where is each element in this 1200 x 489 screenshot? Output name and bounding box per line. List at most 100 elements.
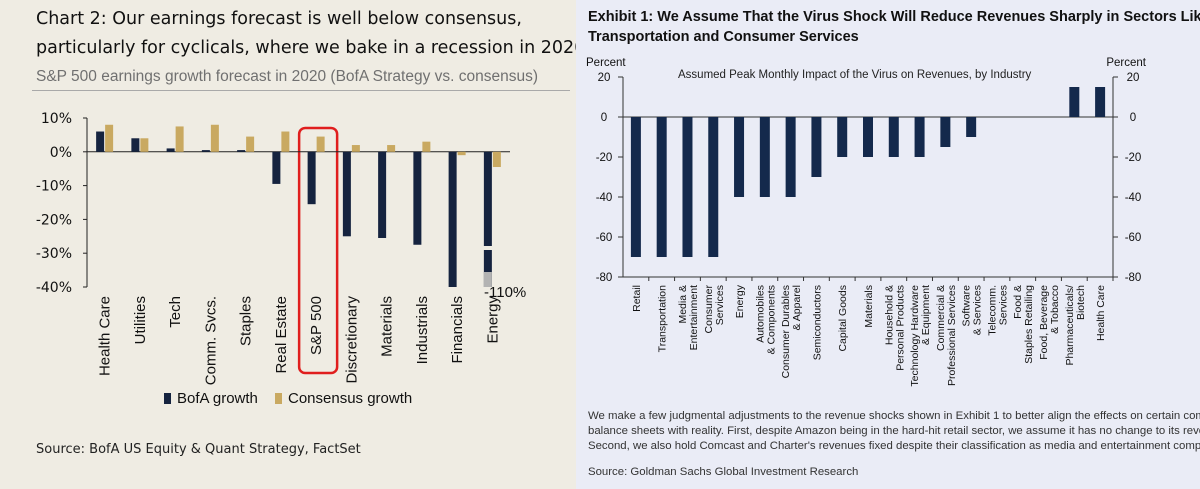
y-tick-label-left: 0 (601, 112, 607, 124)
category-label-9-line-0: Materials (863, 285, 875, 328)
bar-bofa-4 (237, 150, 246, 152)
bar-bofa-2 (166, 148, 175, 152)
right-chart-title-line2: Transportation and Consumer Services (588, 29, 859, 45)
bar-consensus-5 (281, 131, 290, 152)
category-label-8: Materials (379, 296, 396, 357)
bar-bofa-0 (96, 131, 105, 152)
category-label-1-line-0: Transportation (657, 285, 669, 352)
percent-label-left: Percent (586, 57, 626, 69)
bar-consensus-0 (105, 124, 114, 152)
axis-break-mark (482, 246, 493, 250)
category-label-14-line-1: Services (997, 285, 1009, 325)
bar-industry-4 (734, 117, 745, 197)
y-tick-label: -20% (36, 212, 72, 228)
bar-consensus-3 (210, 124, 219, 152)
bar-consensus-4 (246, 136, 255, 152)
legend-swatch-consensus (275, 393, 282, 404)
right-bar-chart: Percent Percent Assumed Peak Monthly Impac… (586, 57, 1147, 387)
category-label-2: Tech (167, 296, 184, 328)
category-label-11-line-1: & Equipment (920, 285, 932, 345)
category-label-15-line-0: Food & (1012, 285, 1024, 319)
bar-bofa-11 (483, 151, 492, 287)
right-note-line-2: balance sheets with reality. First, desp… (588, 425, 1200, 437)
category-label-16-line-0: Food, Beverage (1038, 285, 1050, 360)
bar-bofa-8 (378, 151, 387, 238)
left-chart-subtitle: S&P 500 earnings growth forecast in 2020… (36, 68, 539, 85)
bar-bofa-3 (201, 150, 210, 152)
category-label-0-line-0: Retail (631, 285, 643, 312)
left-source-note: Source: BofA US Equity & Quant Strategy,… (36, 442, 361, 457)
category-label-15-line-1: Staples Retailing (1023, 285, 1035, 364)
bar-bofa-clipped-tail (483, 272, 492, 287)
y-tick-label: 0% (50, 145, 72, 161)
left-chart-title-line2: particularly for cyclicals, where we bak… (36, 38, 576, 58)
bar-industry-2 (682, 117, 693, 257)
category-label-13-line-1: & Services (972, 285, 984, 335)
category-label-6-line-1: & Apparel (791, 285, 803, 331)
y-tick-label-left: -20 (596, 152, 613, 164)
inner-chart-title: Assumed Peak Monthly Impact of the Virus… (678, 69, 1032, 81)
y-tick-label: -40% (36, 280, 72, 296)
bar-consensus-11 (492, 151, 501, 168)
category-label-11: Energy (484, 296, 501, 344)
category-label-2-line-0: Media & (677, 285, 689, 324)
category-label-2-line-1: Entertainment (688, 285, 700, 350)
title-divider (32, 90, 570, 91)
legend-label-consensus: Consensus growth (288, 390, 413, 407)
category-label-10-line-1: Personal Products (894, 285, 906, 371)
category-label-7-line-0: Semiconductors (811, 285, 823, 360)
bar-industry-12 (940, 117, 951, 147)
category-label-10-line-0: Household & (883, 285, 895, 345)
y-tick-label-right: -40 (1125, 192, 1142, 204)
category-label-16-line-1: & Tobacco (1049, 285, 1061, 334)
bar-industry-7 (811, 117, 822, 177)
goldman-chart-panel: Exhibit 1: We Assume That the Virus Shoc… (576, 0, 1200, 489)
right-note-line-1: We make a few judgmental adjustments to … (588, 410, 1200, 422)
category-label-5-line-0: Automobiles (754, 285, 766, 343)
bar-industry-5 (759, 117, 770, 197)
y-tick-label-right: 0 (1130, 112, 1136, 124)
bar-industry-6 (785, 117, 796, 197)
y-tick-label: -10% (36, 179, 72, 195)
bar-consensus-6 (316, 136, 325, 152)
category-label-6-line-0: Consumer Durables (780, 285, 792, 378)
legend-item-bofa: BofA growth (164, 390, 258, 407)
category-label-3-line-1: Services (714, 285, 726, 325)
right-chart-title-line1: Exhibit 1: We Assume That the Virus Shoc… (588, 9, 1200, 25)
bar-industry-1 (656, 117, 667, 257)
left-bar-chart: 10% 0% -10% -20% -30% -40% Health Care Utilitie… (36, 111, 526, 385)
highlight-box-sp500 (297, 126, 339, 375)
bar-industry-0 (630, 117, 641, 257)
category-label-0: Health Care (97, 296, 114, 376)
bar-industry-9 (863, 117, 873, 157)
category-label-5-line-1: & Components (765, 285, 777, 354)
category-label-11-line-0: Technology Hardware (909, 285, 921, 387)
category-label-18-line-0: Health Care (1095, 285, 1107, 341)
category-label-10: Financials (449, 296, 466, 364)
category-label-3: Comm. Svcs. (202, 296, 219, 385)
legend-label-bofa: BofA growth (177, 390, 258, 407)
bar-industry-10 (888, 117, 899, 157)
bar-industry-3 (708, 117, 719, 257)
y-tick-label-right: 20 (1127, 72, 1140, 84)
energy-annotation: -110% (484, 284, 526, 301)
bar-industry-8 (837, 117, 848, 157)
y-tick-label-right: -60 (1125, 232, 1142, 244)
bar-industry-17 (1069, 87, 1080, 117)
bar-bofa-5 (272, 151, 281, 184)
category-label-12-line-1: Professional Services (946, 285, 958, 386)
category-label-6: S&P 500 (308, 296, 325, 355)
category-label-8-line-0: Capital Goods (837, 285, 849, 352)
bar-bofa-9 (413, 151, 422, 245)
bar-consensus-1 (140, 138, 149, 152)
y-tick-label: 10% (41, 111, 72, 127)
bar-bofa-10 (448, 151, 457, 287)
category-label-1: Utilities (132, 296, 149, 344)
y-tick-label: -30% (36, 246, 72, 262)
y-tick-label-left: 20 (598, 72, 611, 84)
category-label-5: Real Estate (273, 296, 290, 374)
category-label-4-line-0: Energy (734, 284, 746, 318)
bofa-chart-panel: Chart 2: Our earnings forecast is well b… (0, 0, 576, 489)
bar-industry-18 (1095, 87, 1106, 117)
category-label-4: Staples (238, 296, 255, 346)
